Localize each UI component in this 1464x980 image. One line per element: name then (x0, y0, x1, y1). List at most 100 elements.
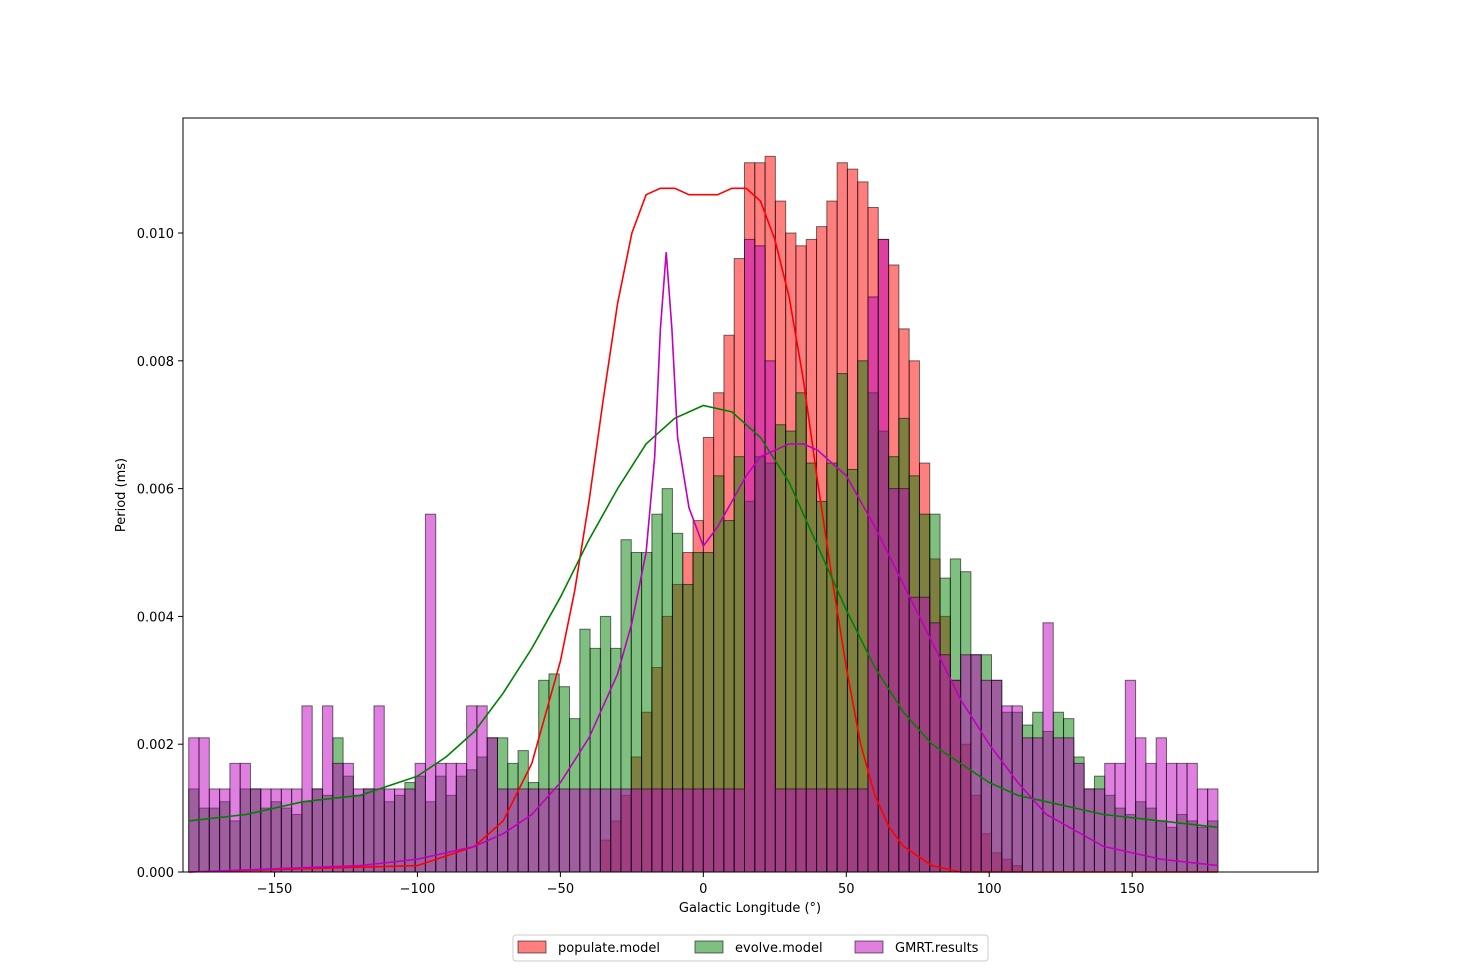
bar-GMRT.results-64 (846, 788, 859, 873)
x-tick-label: 150 (1120, 882, 1145, 897)
bar-GMRT.results-62 (826, 788, 838, 873)
bar-GMRT.results-4 (229, 762, 241, 873)
x-tick-label: 50 (838, 882, 855, 897)
bar-GMRT.results-69 (898, 488, 910, 873)
axes-frame (182, 117, 1319, 873)
y-tick-label: 0.008 (137, 355, 174, 370)
x-tick-label: −100 (400, 882, 436, 897)
bar-GMRT.results-6 (249, 788, 262, 873)
bar-GMRT.results-7 (260, 788, 272, 873)
y-tick-label: 0.006 (137, 483, 174, 498)
bar-GMRT.results-8 (270, 788, 282, 873)
x-axis-label: Galactic Longitude (°) (679, 901, 821, 916)
bar-GMRT.results-57 (774, 788, 787, 873)
legend: populate.model evolve.model GMRT.results (512, 934, 989, 962)
plot-area (182, 117, 1319, 873)
bar-GMRT.results-15 (342, 762, 354, 873)
bar-GMRT.results-86 (1073, 762, 1085, 873)
bar-GMRT.results-38 (579, 788, 591, 873)
bar-GMRT.results-67 (877, 238, 890, 873)
bar-GMRT.results-42 (620, 788, 632, 873)
bar-GMRT.results-98 (1196, 788, 1209, 873)
bar-GMRT.results-59 (795, 788, 807, 873)
bar-GMRT.results-88 (1093, 788, 1106, 873)
bar-GMRT.results-81 (1021, 737, 1034, 873)
y-tick-label: 0.002 (137, 738, 174, 753)
bar-GMRT.results-37 (569, 788, 581, 873)
bar-GMRT.results-76 (970, 654, 982, 873)
kde-curves (188, 187, 1218, 873)
bar-GMRT.results-71 (918, 596, 931, 873)
bar-GMRT.results-66 (867, 296, 879, 873)
bar-GMRT.results-89 (1104, 762, 1116, 873)
bar-GMRT.results-41 (610, 788, 622, 873)
bar-GMRT.results-1 (198, 737, 210, 873)
bar-GMRT.results-92 (1135, 737, 1147, 873)
bar-GMRT.results-2 (208, 788, 221, 873)
bar-GMRT.results-46 (661, 788, 673, 873)
bar-GMRT.results-91 (1124, 679, 1137, 873)
bar-GMRT.results-78 (991, 679, 1003, 873)
x-tick-label: −50 (547, 882, 574, 897)
bar-GMRT.results-80 (1011, 705, 1023, 873)
bar-GMRT.results-47 (671, 788, 684, 873)
bar-GMRT.results-73 (939, 654, 951, 873)
bar-GMRT.results-56 (764, 360, 776, 873)
bar-GMRT.results-90 (1114, 762, 1126, 873)
bar-GMRT.results-40 (599, 788, 612, 873)
bar-GMRT.results-3 (219, 788, 231, 873)
bar-GMRT.results-95 (1165, 762, 1178, 873)
legend-swatch-populate.model (517, 940, 547, 954)
bar-GMRT.results-99 (1207, 788, 1219, 873)
x-axis-ticks: −150 −100 −50 0 50 100 150 (257, 872, 1145, 897)
kde-line-populate.model (188, 187, 1218, 873)
bar-GMRT.results-58 (785, 788, 797, 873)
bar-GMRT.results-49 (692, 788, 704, 873)
bar-GMRT.results-55 (754, 245, 766, 873)
bar-GMRT.results-61 (816, 788, 828, 873)
x-tick-label: −150 (257, 882, 293, 897)
x-tick-label: 0 (699, 882, 707, 897)
bar-GMRT.results-17 (363, 788, 375, 873)
y-axis-ticks: 0.000 0.002 0.004 0.006 0.008 0.010 (137, 227, 183, 881)
bar-GMRT.results-26 (455, 762, 468, 873)
bar-GMRT.results-54 (743, 238, 756, 873)
bar-GMRT.results-83 (1042, 622, 1054, 873)
bar-GMRT.results-43 (630, 788, 643, 873)
bar-GMRT.results-30 (496, 788, 509, 873)
kde-line-GMRT.results (188, 252, 1218, 873)
bar-GMRT.results-48 (682, 788, 694, 873)
x-tick-label: 100 (977, 882, 1002, 897)
legend-label-GMRT.results: GMRT.results (895, 941, 979, 956)
bar-GMRT.results-20 (394, 788, 406, 873)
bar-GMRT.results-60 (805, 788, 818, 873)
bar-GMRT.results-85 (1063, 737, 1075, 873)
legend-swatch-evolve.model (694, 940, 724, 954)
bar-GMRT.results-97 (1186, 762, 1198, 873)
bar-GMRT.results-87 (1083, 788, 1095, 873)
bar-GMRT.results-68 (888, 488, 900, 873)
bar-GMRT.results-45 (651, 788, 663, 873)
bar-GMRT.results-10 (291, 788, 303, 873)
y-axis-label: Period (ms) (114, 458, 129, 532)
bar-GMRT.results-23 (424, 513, 437, 873)
bar-GMRT.results-29 (486, 737, 498, 873)
bar-GMRT.results-53 (733, 788, 745, 873)
bar-GMRT.results-51 (713, 788, 725, 873)
bar-GMRT.results-39 (589, 788, 601, 873)
bar-GMRT.results-0 (188, 737, 200, 873)
bar-GMRT.results-63 (836, 788, 848, 873)
bar-GMRT.results-14 (332, 762, 344, 873)
bar-GMRT.results-44 (641, 788, 653, 873)
bar-GMRT.results-35 (548, 788, 560, 873)
bar-GMRT.results-28 (476, 705, 488, 873)
y-tick-label: 0.004 (137, 610, 174, 625)
bar-GMRT.results-94 (1155, 737, 1167, 873)
bar-GMRT.results-77 (980, 679, 993, 873)
kde-line-evolve.model (188, 404, 1218, 829)
y-tick-label: 0.000 (137, 866, 174, 881)
legend-label-populate.model: populate.model (558, 941, 660, 956)
legend-swatch-GMRT.results (854, 940, 884, 954)
bar-GMRT.results-13 (322, 705, 334, 873)
legend-label-evolve.model: evolve.model (735, 941, 823, 956)
